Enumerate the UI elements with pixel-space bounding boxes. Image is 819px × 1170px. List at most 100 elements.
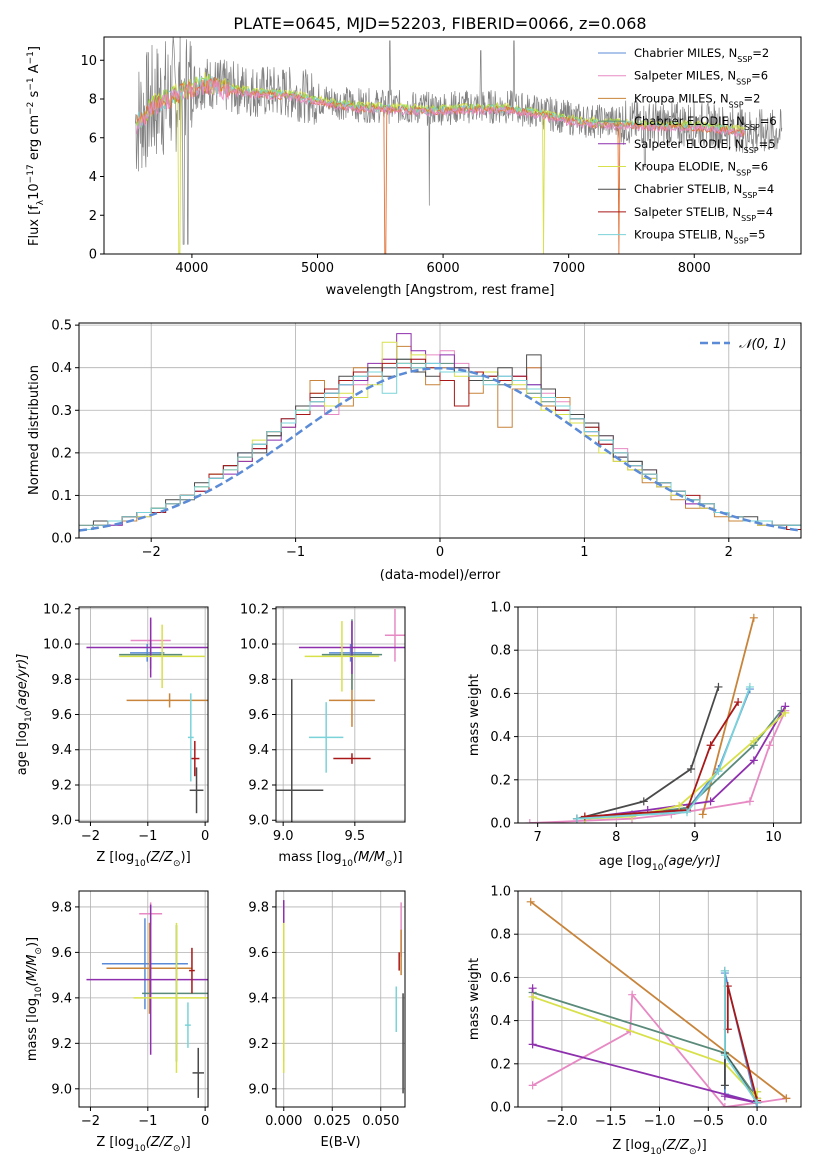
x-axis-label-part: (Z/Z [662, 1138, 690, 1153]
series-marker [714, 767, 723, 776]
y-tick-label: 0.2 [490, 1057, 511, 1072]
plot-area-z-massweight [526, 897, 791, 1107]
histogram-series [79, 362, 801, 538]
y-tick-label: 9.4 [51, 991, 72, 1006]
x-tick-label: 0 [201, 829, 209, 844]
x-axis-label-part: E(B-V) [320, 1135, 360, 1150]
legend-entry-part: Chabrier MILES, N [634, 46, 737, 60]
y-axis-label-part: age [log [15, 722, 30, 775]
x-tick-label: −1.0 [644, 1114, 676, 1129]
x-axis-label-part: )] [181, 850, 191, 865]
series-marker [639, 797, 648, 806]
legend-entry: Chabrier MILES, NSSP=2 [634, 46, 769, 64]
axes-frame [103, 36, 802, 255]
x-tick-label: 6000 [427, 261, 460, 276]
series-marker [675, 801, 684, 810]
series-line [531, 988, 758, 1104]
y-tick-label: 9.0 [248, 1082, 269, 1097]
series-marker [698, 810, 707, 819]
x-tick-label: −2.0 [546, 1114, 578, 1129]
normal-curve [79, 366, 801, 532]
x-axis-label-part: mass [log [278, 850, 341, 865]
x-axis-label-part: 10 [342, 859, 354, 869]
x-tick-label: −1 [286, 545, 305, 560]
y-tick-label: 9.4 [248, 743, 269, 758]
series-marker [720, 1051, 729, 1060]
series-marker [749, 613, 758, 622]
series-marker [720, 1081, 729, 1090]
legend-entry-part: Salpeter ELODIE, N [634, 137, 744, 151]
legend-entry-part: =6 [751, 69, 768, 83]
x-tick-label: 0.0 [747, 1114, 768, 1129]
x-axis-label-part: ⊙ [173, 859, 181, 869]
legend-entry-part: SSP [736, 77, 751, 86]
y-axis-label: age [log10(age/yr)] [15, 654, 34, 776]
y-tick-label: 9.0 [51, 1082, 72, 1097]
series-line [530, 901, 787, 1100]
series-marker [765, 741, 774, 750]
plot-area-residuals [79, 333, 801, 538]
x-axis-label-part: age [log [599, 854, 652, 869]
series-marker [686, 765, 695, 773]
x-axis-label-part: Z [log [96, 1135, 134, 1150]
series-line [584, 712, 786, 820]
series-marker [782, 1094, 791, 1103]
legend-entry-part: SSP [734, 236, 749, 245]
legend-entry: Salpeter STELIB, NSSP=4 [634, 205, 773, 223]
y-tick-label: 9.6 [248, 946, 269, 961]
x-axis-label-part: Z [log [612, 1138, 650, 1153]
model-spectrum [136, 78, 745, 138]
y-axis-label-part: 10 [34, 986, 44, 998]
legend-entry-part: SSP [742, 191, 757, 200]
x-axis-label: wavelength [Angstrom, rest frame] [326, 283, 555, 298]
series-line [584, 701, 739, 818]
x-axis-label: age [log10(age/yr)] [599, 854, 721, 873]
y-tick-label: 9.8 [248, 673, 269, 688]
y-tick-label: 9.2 [248, 1037, 269, 1052]
series-marker [528, 1040, 537, 1049]
y-axis-label-part: )] [25, 937, 40, 947]
x-tick-label: −1 [138, 829, 157, 844]
axes-z-massweight: −2.0 −1.5 −1.0 −0.5 0.0 0.0 0.2 0.4 0.6 0.8 1.0 Z [… [467, 885, 802, 1157]
y-tick-label: 0.0 [490, 817, 511, 832]
y-tick-label: 0.8 [490, 644, 511, 659]
model-spectrum [136, 76, 745, 254]
y-tick-label: 0.4 [490, 1014, 511, 1029]
y-tick-label: 8 [89, 93, 97, 108]
y-tick-label: 4 [89, 170, 97, 185]
series-line [576, 686, 751, 820]
y-axis-label-part: erg cm [27, 115, 42, 164]
axes-frame [78, 890, 209, 1108]
legend-entry: Kroupa MILES, NSSP=2 [634, 91, 760, 109]
y-axis-label-part: λ [36, 199, 46, 205]
x-axis-label-part: )] [181, 1135, 191, 1150]
series-line [529, 710, 787, 823]
y-tick-label: 9.6 [51, 946, 72, 961]
legend-entry-part: Salpeter STELIB, N [634, 205, 741, 219]
x-axis-label-part: ⊙ [173, 1144, 181, 1154]
y-axis-label: mass [log10(M/M⊙)] [25, 937, 44, 1061]
y-axis-label-part: (age/yr)] [15, 654, 30, 711]
x-axis-label-part: 10 [134, 1144, 146, 1154]
legend-entry: Salpeter ELODIE, NSSP=5 [634, 137, 776, 155]
x-tick-label: 9 [691, 830, 699, 845]
y-tick-label: 9.6 [248, 708, 269, 723]
y-tick-label: 0.2 [490, 773, 511, 788]
x-tick-label: −1.5 [595, 1114, 627, 1129]
y-tick-label: 0.5 [51, 319, 72, 334]
x-axis-label-part: 10 [134, 859, 146, 869]
y-tick-label: 9.2 [51, 1037, 72, 1052]
series-marker [628, 990, 637, 999]
y-axis-label-part: ⊙ [34, 947, 44, 955]
legend-entry-part: SSP [744, 145, 759, 154]
x-axis-label-part: 10 [650, 1147, 662, 1157]
axes-z-age: −2 −1 09.09.29.49.69.810.010.2Z [log10(Z/Z… [15, 602, 209, 869]
series-marker [720, 1103, 729, 1107]
series-marker [720, 1092, 729, 1101]
x-tick-label: 0.000 [265, 1114, 302, 1129]
x-tick-label: 7000 [552, 261, 585, 276]
x-axis-label-part: (Z/Z [146, 850, 174, 865]
y-tick-label: 9.8 [51, 900, 72, 915]
